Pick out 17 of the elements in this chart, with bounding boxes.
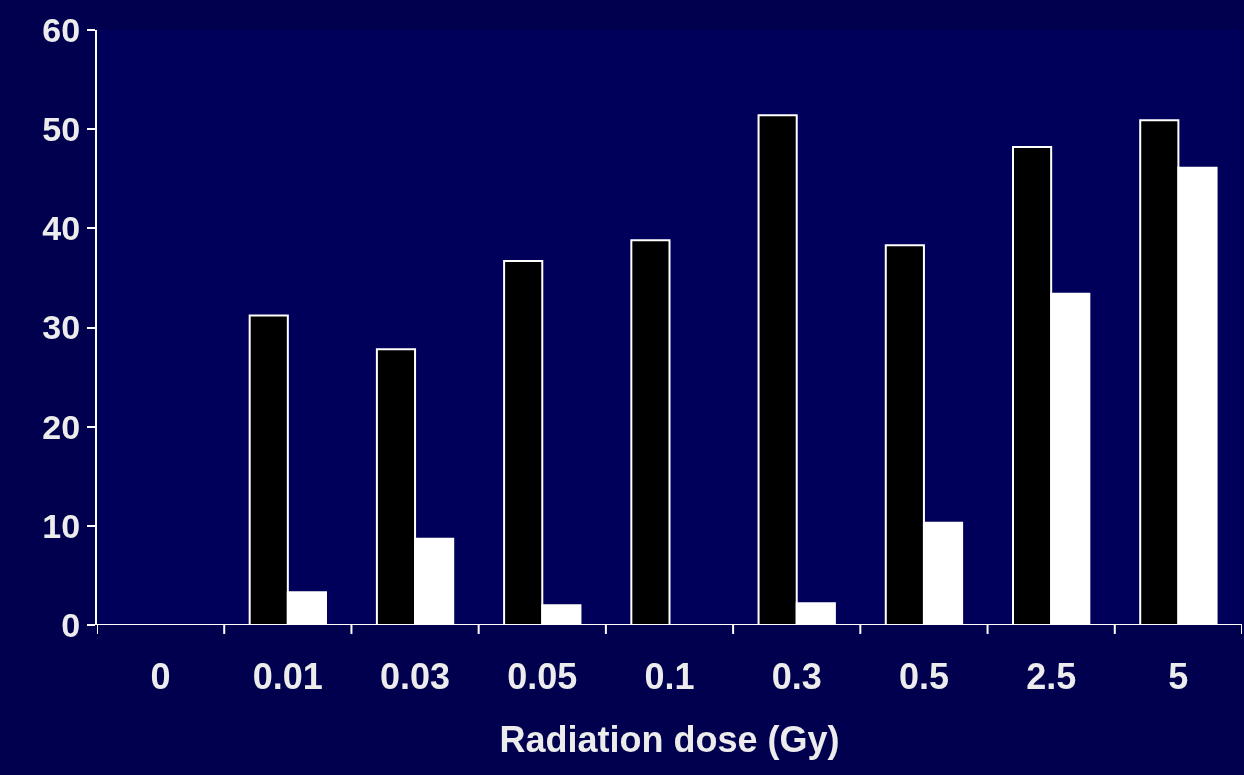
y-tick-label: 10 — [42, 506, 81, 545]
x-tick-label: 0 — [150, 656, 171, 698]
y-tick-label: 50 — [42, 110, 81, 149]
x-tick-label: 2.5 — [1026, 656, 1077, 698]
x-tick-label: 0.5 — [898, 656, 949, 698]
y-tick-label: 0 — [61, 605, 81, 644]
x-tick-label: 0.01 — [252, 656, 323, 698]
x-tick-label: 0.3 — [771, 656, 822, 698]
x-tick-label: 5 — [1168, 656, 1189, 698]
x-tick-label: 0.1 — [644, 656, 695, 698]
x-axis-title: Radiation dose (Gy) — [499, 718, 840, 760]
x-tick-label: 0.05 — [507, 656, 578, 698]
y-tick-label: 60 — [42, 10, 81, 49]
x-tick-label: 0.03 — [380, 656, 451, 698]
y-tick-label: 30 — [42, 308, 81, 347]
y-tick-label: 20 — [42, 407, 81, 446]
y-tick-label: 40 — [42, 209, 81, 248]
